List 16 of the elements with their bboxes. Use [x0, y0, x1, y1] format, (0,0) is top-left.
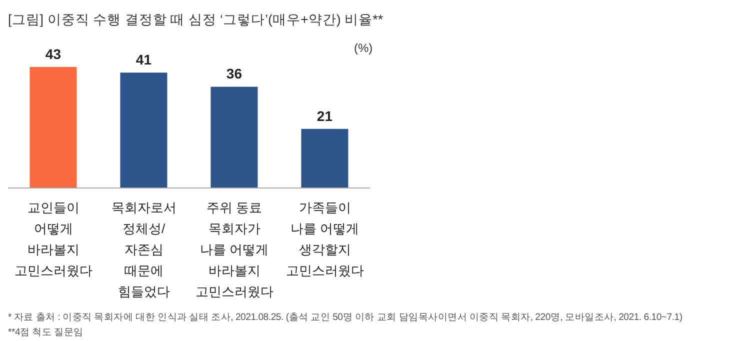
bar [120, 72, 168, 188]
data-label: 36 [226, 66, 242, 82]
x-tick-label: 가족들이 나를 어떻게 생각할지 고민스러웠다 [286, 200, 364, 278]
data-label: 21 [316, 108, 333, 124]
data-label: 43 [45, 46, 62, 62]
chart-title: [그림] 이중직 수행 결정할 때 심정 ‘그렇다’(매우+약간) 비율** [8, 11, 384, 29]
bar [30, 67, 77, 188]
x-tick-label: 교인들이 어떻게 바라볼지 고민스러웠다 [14, 200, 92, 278]
x-tick-label: 주위 동료 목회자가 나를 어떻게 바라볼지 고민스러웠다 [195, 200, 274, 299]
y-axis-title: (%) [354, 41, 373, 55]
text: **4점 척도 질문임 [8, 326, 84, 339]
data-label: 41 [136, 52, 152, 68]
bar [301, 128, 348, 188]
x-tick-label: 목회자로서 정체성/ 자존심 때문에 힘들었다 [111, 200, 176, 299]
bar [210, 86, 258, 188]
text: * 자료 출처 : 이중직 목회자에 대한 인식과 실태 조사, 2021.08.25. (출석 교인 50명 이하 교회 담임목사이면서 이중직 목회자, 220명, 모바일조사, 2021. 6.10~7.1) [8, 311, 682, 324]
